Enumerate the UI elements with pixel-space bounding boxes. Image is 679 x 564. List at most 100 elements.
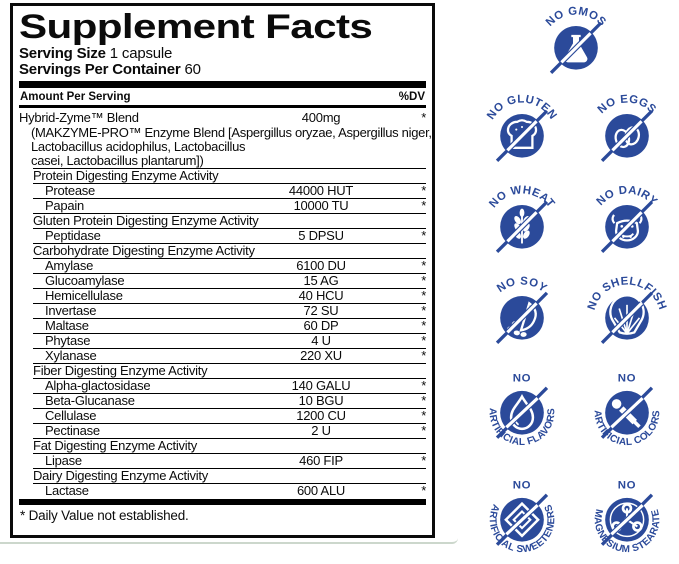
enzyme-dv: * (421, 198, 426, 213)
badge-no-wheat: NO WHEAT (470, 179, 575, 270)
enzyme-name: Amylase (45, 258, 94, 273)
enzyme-amount: 10 BGU (298, 393, 344, 408)
badge-no-gluten: NO GLUTEN (470, 88, 575, 179)
panel-title: Supplement Facts (19, 8, 373, 46)
amount-per-serving-row: Amount Per Serving %DV (19, 88, 426, 105)
badge-label: NO GMOS (544, 5, 608, 28)
enzyme-amount: 5 DPSU (298, 228, 344, 243)
badge-row: NO GLUTEN NO EGGS (470, 88, 679, 179)
enzyme-amount: 40 HCU (298, 288, 344, 303)
section-header: Carbohydrate Digesting Enzyme Activity (33, 243, 426, 258)
badge-no-soy: NO SOY (470, 270, 575, 362)
enzyme-name: Phytase (45, 333, 91, 348)
enzyme-row: Xylanase 220 XU * (33, 348, 426, 363)
enzyme-row: Maltase 60 DP * (33, 318, 426, 333)
enzyme-row: Protease 44000 HUT * (33, 183, 426, 198)
badge-row: NO ARTIFICIAL FLAVORS NO (470, 362, 679, 462)
enzyme-row: Lactase 600 ALU * (33, 483, 426, 498)
enzyme-sections: Protein Digesting Enzyme Activity Proteas… (19, 168, 426, 498)
enzyme-dv: * (421, 303, 426, 318)
enzyme-dv: * (421, 423, 426, 438)
blend-description-line: (MAKZYME-PRO™ Enzyme Blend [Aspergillus … (31, 125, 432, 140)
enzyme-name: Hemicellulase (45, 288, 123, 303)
badge-no-artificial-colors: NO ARTIFICIAL COLORS (575, 362, 679, 462)
medium-divider (19, 104, 426, 108)
enzyme-row: Invertase 72 SU * (33, 303, 426, 318)
enzyme-name: Pectinase (45, 423, 100, 438)
enzyme-name: Peptidase (45, 228, 101, 243)
enzyme-amount: 44000 HUT (288, 183, 354, 198)
enzyme-row: Beta-Glucanase 10 BGU * (33, 393, 426, 408)
enzyme-dv: * (421, 393, 426, 408)
badge-row: NO ARTIFICIAL SWEETENERS NO (470, 462, 679, 564)
enzyme-amount: 140 GALU (291, 378, 351, 393)
badge-label: NO SOY (495, 275, 548, 295)
svg-text:NO SOY: NO SOY (495, 275, 549, 295)
blend-amount: 400mg (301, 110, 341, 125)
enzyme-dv: * (421, 453, 426, 468)
enzyme-name: Papain (45, 198, 84, 213)
section-header-label: Fiber Digesting Enzyme Activity (33, 363, 208, 378)
enzyme-row: Alpha-glactosidase 140 GALU * (33, 378, 426, 393)
enzyme-name: Protease (45, 183, 96, 198)
enzyme-name: Lipase (45, 453, 82, 468)
enzyme-dv: * (421, 288, 426, 303)
badge-no-eggs: NO EGGS (575, 88, 679, 179)
enzyme-amount: 1200 CU (296, 408, 346, 423)
badge-no-artificial-sweeteners: NO ARTIFICIAL SWEETENERS (470, 462, 575, 564)
enzyme-dv: * (421, 228, 426, 243)
badge-no-gmos: NO GMOS (523, 0, 629, 88)
section-header: Protein Digesting Enzyme Activity (33, 168, 426, 183)
enzyme-amount: 4 U (311, 333, 331, 348)
blend-name: Hybrid-Zyme™ Blend (19, 110, 139, 125)
enzyme-dv: * (421, 408, 426, 423)
enzyme-row: Hemicellulase 40 HCU * (33, 288, 426, 303)
enzyme-dv: * (421, 348, 426, 363)
enzyme-name: Cellulase (45, 408, 97, 423)
servings-value: 60 (184, 61, 201, 78)
enzyme-amount: 600 ALU (296, 483, 346, 498)
badge-label: NO DAIRY (594, 184, 658, 208)
thick-divider (19, 81, 426, 88)
enzyme-row: Glucoamylase 15 AG * (33, 273, 426, 288)
enzyme-amount: 220 XU (300, 348, 342, 363)
section-header-label: Dairy Digesting Enzyme Activity (33, 468, 209, 483)
badge-no-label: NO (618, 480, 636, 492)
badge-no-label: NO (513, 373, 531, 385)
supplement-facts-panel: Supplement Facts Serving Size 1 capsule … (10, 3, 435, 538)
section-header-label: Fat Digesting Enzyme Activity (33, 438, 197, 453)
claim-badges: NO GMOS NO GLUTEN (440, 0, 679, 564)
enzyme-dv: * (421, 483, 426, 498)
enzyme-amount: 72 SU (303, 303, 339, 318)
enzyme-row: Pectinase 2 U * (33, 423, 426, 438)
servings-label: Servings Per Container (19, 61, 181, 78)
enzyme-name: Glucoamylase (45, 273, 125, 288)
badge-row: NO GMOS (470, 0, 679, 88)
blend-description-line: casei, Lactobacillus plantarum]) (31, 153, 204, 168)
section-header-label: Protein Digesting Enzyme Activity (33, 168, 219, 183)
enzyme-row: Cellulase 1200 CU * (33, 408, 426, 423)
amount-per-serving-label: Amount Per Serving (20, 90, 131, 103)
badge-no-shellfish: NO SHELLFISH (575, 270, 679, 362)
section-header-label: Gluten Protein Digesting Enzyme Activity (33, 213, 259, 228)
enzyme-name: Xylanase (45, 348, 97, 363)
svg-text:NO GMOS: NO GMOS (544, 5, 608, 28)
dv-label: %DV (398, 90, 425, 103)
badge-row: NO SOY NO SHELLFISH (470, 270, 679, 362)
enzyme-amount: 10000 TU (293, 198, 349, 213)
serving-size-value: 1 capsule (109, 45, 173, 62)
section-header: Fiber Digesting Enzyme Activity (33, 363, 426, 378)
enzyme-amount: 460 FIP (299, 453, 343, 468)
enzyme-row: Lipase 460 FIP * (33, 453, 426, 468)
section-header: Gluten Protein Digesting Enzyme Activity (33, 213, 426, 228)
section-header: Dairy Digesting Enzyme Activity (33, 468, 426, 483)
enzyme-amount: 6100 DU (296, 258, 346, 273)
blend-description-line: Lactobacillus acidophilus, Lactobacillus (31, 139, 246, 154)
enzyme-dv: * (421, 258, 426, 273)
enzyme-row: Papain 10000 TU * (33, 198, 426, 213)
enzyme-dv: * (421, 273, 426, 288)
svg-text:NO EGGS: NO EGGS (595, 93, 658, 116)
serving-size-line: Serving Size 1 capsule (19, 46, 426, 62)
badge-label: NO EGGS (595, 93, 657, 116)
bottom-divider (19, 499, 426, 505)
